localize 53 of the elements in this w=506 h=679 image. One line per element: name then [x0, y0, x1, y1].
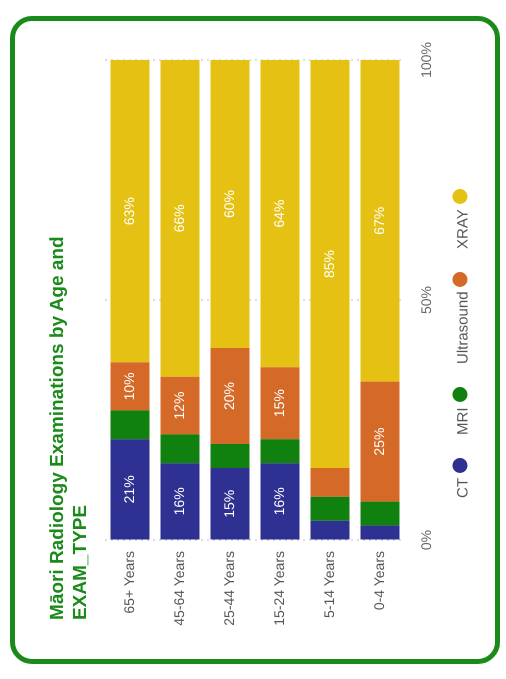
data-label: 15% [270, 389, 287, 418]
bar [310, 520, 350, 540]
bar [160, 60, 200, 377]
bar [110, 60, 150, 362]
data-label: 12% [170, 392, 187, 420]
data-label: 21% [120, 475, 137, 504]
data-label: 25% [370, 428, 387, 456]
bar [160, 376, 200, 434]
data-label: 63% [120, 197, 137, 226]
legend-label: MRI [454, 408, 472, 435]
bar [210, 444, 250, 468]
legend-label: Ultrasound [454, 292, 472, 364]
data-label: 16% [170, 487, 187, 516]
data-label: 16% [270, 487, 287, 516]
x-tick-label: 15-24 Years [270, 551, 287, 626]
data-label: 67% [370, 206, 387, 235]
bar [360, 502, 400, 526]
bar [310, 60, 350, 468]
bar [110, 410, 150, 440]
bar [110, 439, 150, 540]
bar [360, 60, 400, 382]
x-tick-label: 45-64 Years [170, 551, 187, 626]
bar [260, 367, 300, 440]
x-tick-label: 0-4 Years [370, 551, 387, 610]
x-tick-label: 25-44 Years [220, 551, 237, 626]
bar [360, 382, 400, 502]
y-tick-label: 50% [418, 286, 434, 314]
bar [160, 434, 200, 464]
bar [210, 60, 250, 348]
x-tick-label: 65+ Years [120, 551, 137, 614]
bar [210, 468, 250, 540]
data-label: 85% [320, 250, 337, 278]
bar [210, 348, 250, 444]
text: Māori Radiology Examinations by Age and EXAM_TYPE [46, 235, 92, 620]
data-label: 60% [220, 190, 237, 218]
bar [260, 463, 300, 540]
x-tick-label: 5-14 Years [320, 551, 337, 618]
bar [360, 526, 400, 540]
bar [160, 463, 200, 540]
data-label: 15% [220, 490, 237, 518]
data-label: 64% [270, 200, 287, 228]
legend-label: XRAY [454, 209, 472, 249]
bar [260, 439, 300, 464]
y-tick-label: 100% [418, 42, 434, 78]
legend-label: CT [454, 478, 472, 498]
bar [110, 362, 150, 410]
bar [310, 468, 350, 497]
data-label: 66% [170, 204, 187, 232]
data-label: 10% [120, 372, 137, 400]
bar [260, 60, 300, 368]
y-tick-label: 0% [418, 530, 434, 550]
bar [310, 496, 350, 521]
data-label: 20% [220, 382, 237, 410]
